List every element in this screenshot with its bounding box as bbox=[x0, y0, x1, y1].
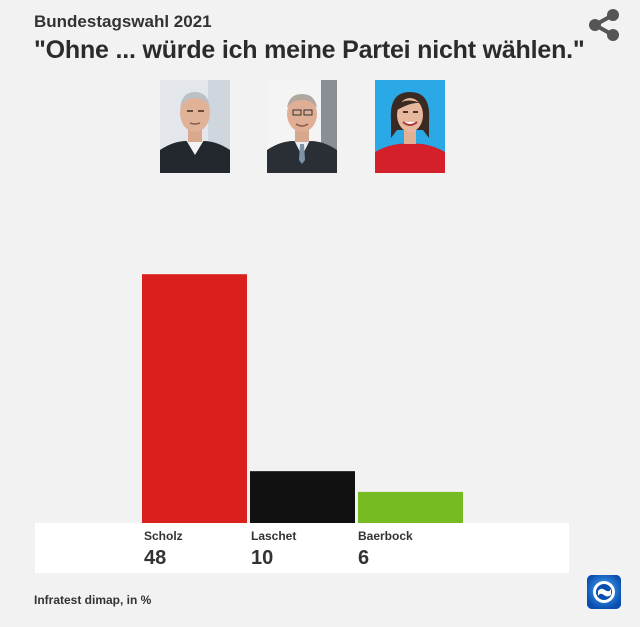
share-button[interactable] bbox=[584, 6, 624, 44]
source-note: Infratest dimap, in % bbox=[34, 593, 152, 607]
share-icon bbox=[589, 9, 619, 41]
tick-label-laschet: Laschet bbox=[251, 529, 297, 543]
tagesschau-logo-icon bbox=[587, 575, 621, 609]
portrait-laschet bbox=[267, 80, 337, 173]
data-label-laschet: 10 bbox=[251, 547, 274, 569]
bar-baerbock bbox=[358, 491, 463, 523]
data-label-scholz: 48 bbox=[144, 547, 167, 569]
tick-label-baerbock: Baerbock bbox=[358, 529, 413, 543]
bar-laschet bbox=[250, 471, 355, 523]
tick-label-scholz: Scholz bbox=[144, 529, 183, 543]
portrait-scholz bbox=[160, 80, 230, 173]
bar-scholz bbox=[142, 274, 247, 523]
tagesschau-logo[interactable] bbox=[587, 575, 621, 609]
value-table: Scholz Laschet Baerbock 48 10 6 bbox=[35, 523, 569, 573]
data-label-baerbock: 6 bbox=[358, 547, 370, 569]
portrait-baerbock bbox=[375, 80, 445, 173]
chart-title: "Ohne ... würde ich meine Partei nicht w… bbox=[34, 36, 585, 64]
chart-supertitle: Bundestagswahl 2021 bbox=[34, 12, 212, 31]
